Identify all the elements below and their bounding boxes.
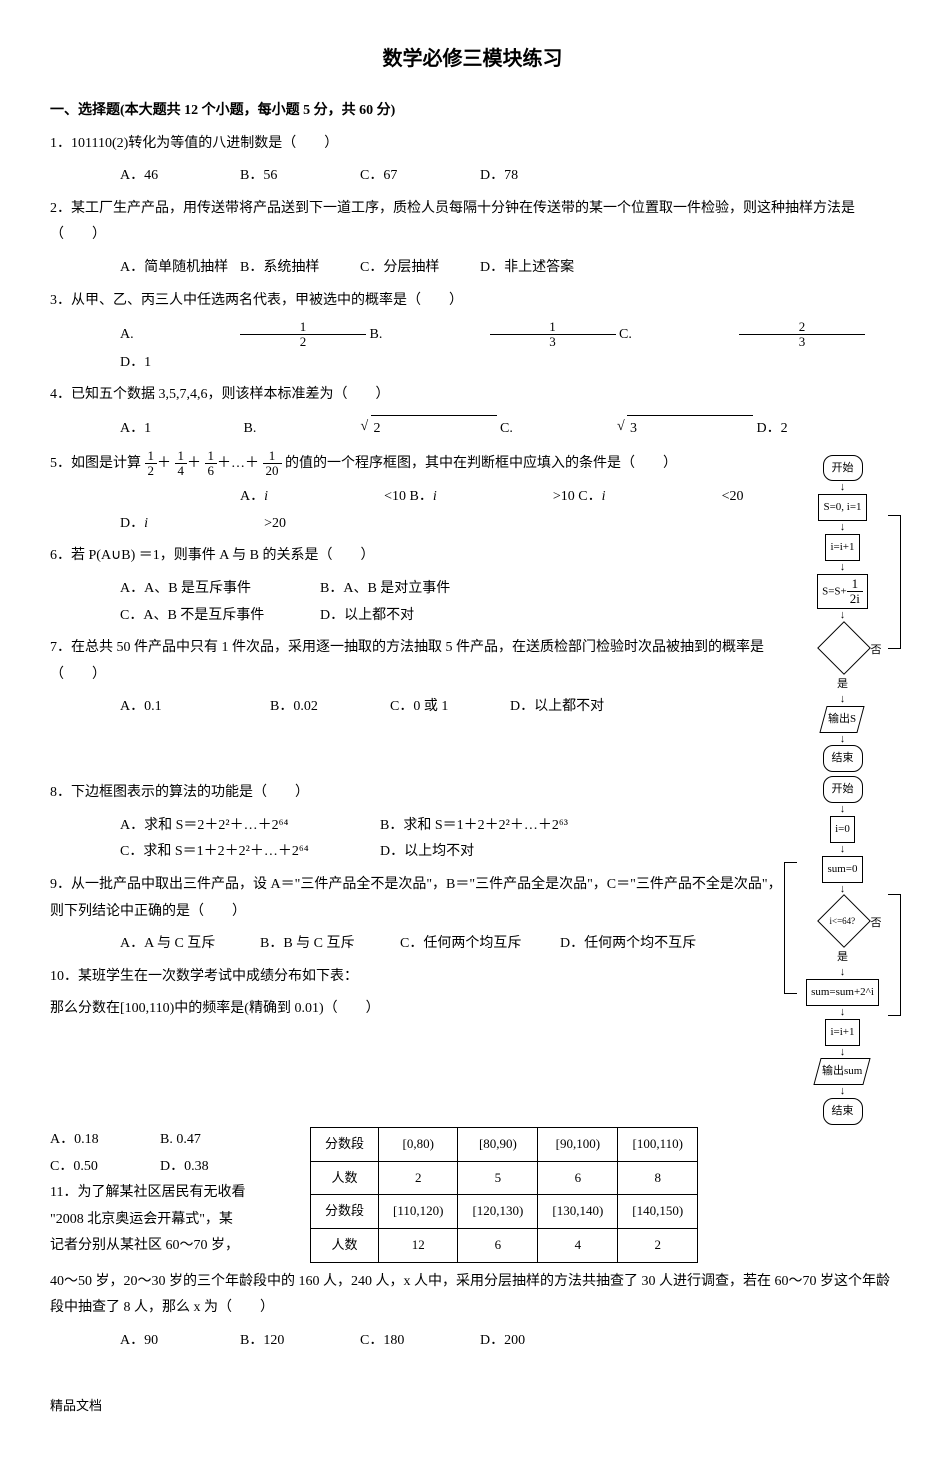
q6-options: A．A、B 是互斥事件B．A、B 是对立事件 C．A、B 不是互斥事件D．以上都…	[50, 576, 790, 629]
q10-stem: 10．某班学生在一次数学考试中成绩分布如下表：	[50, 964, 790, 991]
q11-options: A．90B．120C．180D．200	[50, 1328, 895, 1355]
section-header: 一、选择题(本大题共 12 个小题，每小题 5 分，共 60 分)	[50, 98, 895, 125]
q8-options: A．求和 S＝2＋2²＋…＋2⁶⁴B．求和 S＝1＋2＋2²＋…＋2⁶³ C．求…	[50, 813, 790, 866]
q3-options: A.12 B.13 C.23 D．1	[50, 320, 895, 376]
q8-stem: 8．下边框图表示的算法的功能是（ ）	[50, 780, 790, 807]
q6-stem: 6．若 P(A∪B) ＝1，则事件 A 与 B 的关系是（ ）	[50, 543, 790, 570]
q1-stem: 1．101110(2)转化为等值的八进制数是（ ）	[50, 131, 895, 158]
flowchart-1: 开始↓ S=0, i=1↓ i=i+1 ↓ S=S+12i ↓ 否 是 ↓ 输出…	[790, 453, 895, 775]
q9-options: A．A 与 C 互斥B．B 与 C 互斥C．任何两个均互斥D．任何两个均不互斥	[50, 931, 790, 958]
footer-text: 精品文档	[50, 1394, 895, 1419]
q11-rest: 40～50 岁，20～30 岁的三个年龄段中的 160 人，240 人，x 人中…	[50, 1269, 895, 1322]
q7-stem: 7．在总共 50 件产品中只有 1 件次品，采用逐一抽取的方法抽取 5 件产品，…	[50, 635, 790, 688]
flowchart-2: 开始↓ i=0↓ sum=0↓ i<=64? 否 是↓ sum=sum+2^i↓…	[790, 774, 895, 1127]
q2-options: A．简单随机抽样B．系统抽样C．分层抽样D．非上述答案	[50, 255, 895, 282]
q4-options: A．1 B. 2 C. 3 D．2	[50, 415, 895, 443]
score-table: 分数段[0,80)[80,90)[90,100)[100,110) 人数2568…	[310, 1127, 698, 1263]
q5-options: A．i<10 B．i>10 C．i<20 D．i>20	[50, 484, 790, 537]
q10-options-and-table: A．0.18B. 0.47 C．0.50D．0.38 11．为了解某社区居民有无…	[50, 1127, 895, 1263]
q10-line2: 那么分数在[100,110)中的频率是(精确到 0.01)（ ）	[50, 996, 790, 1023]
q5-stem: 5．如图是计算 12＋ 14＋ 16＋…＋ 120 的值的一个程序框图，其中在判…	[50, 449, 790, 479]
page-title: 数学必修三模块练习	[50, 40, 895, 78]
q3-stem: 3．从甲、乙、丙三人中任选两名代表，甲被选中的概率是（ ）	[50, 288, 895, 315]
q4-stem: 4．已知五个数据 3,5,7,4,6，则该样本标准差为（ ）	[50, 382, 895, 409]
q1-options: A．46B．56C．67D．78	[50, 163, 895, 190]
q2-stem: 2．某工厂生产产品，用传送带将产品送到下一道工序，质检人员每隔十分钟在传送带的某…	[50, 196, 895, 249]
q7-options: A．0.1B．0.02C．0 或 1D．以上都不对	[50, 694, 790, 721]
q9-stem: 9．从一批产品中取出三件产品，设 A＝"三件产品全不是次品"，B＝"三件产品全是…	[50, 872, 790, 925]
